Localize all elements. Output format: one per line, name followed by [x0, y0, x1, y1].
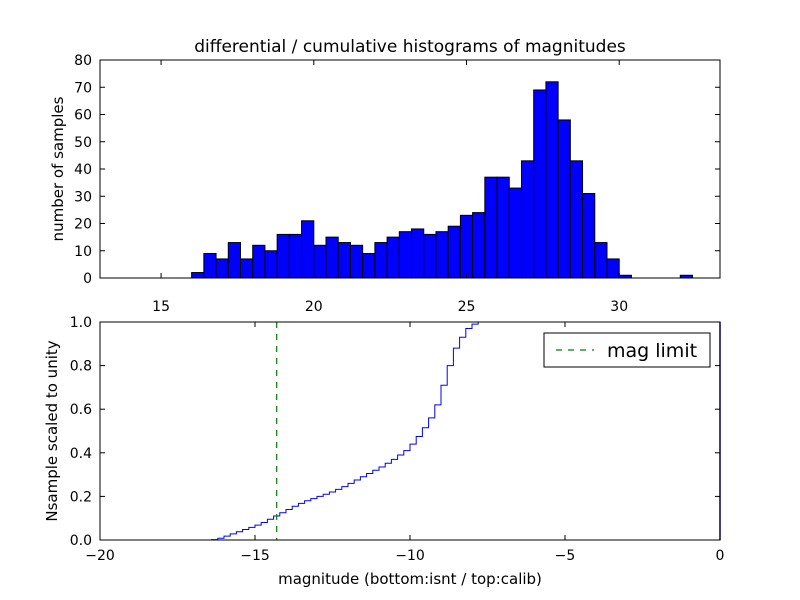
histogram-bar	[337, 242, 351, 279]
histogram-bar	[411, 228, 425, 279]
histogram-bar	[435, 231, 449, 279]
y-tick-label: 10	[74, 244, 92, 260]
histogram-bar	[520, 160, 535, 279]
y-tick-label: 1.0	[70, 315, 92, 331]
x-tick-label: −10	[395, 548, 425, 564]
histogram-bar	[264, 250, 278, 279]
histogram-bar	[288, 233, 303, 279]
top-chart-title: differential / cumulative histograms of …	[194, 37, 626, 57]
histogram-bar	[313, 244, 327, 279]
histogram-bar	[496, 176, 510, 279]
histogram-bar	[582, 193, 596, 279]
histogram-bar	[594, 242, 608, 279]
histogram-bar	[203, 252, 217, 279]
histogram-bar	[533, 89, 547, 279]
histogram-bar	[508, 187, 522, 279]
histogram-bar	[545, 81, 559, 279]
y-tick-label: 40	[74, 162, 92, 178]
histogram-bar	[423, 233, 437, 279]
histogram-bar	[557, 119, 571, 279]
histogram-bar	[374, 242, 388, 279]
top-histogram-panel: differential / cumulative histograms of …	[49, 37, 721, 315]
top-y-axis-ticks: 0 10 20 30 40 50 60 70 80	[74, 53, 720, 287]
y-tick-label: 60	[74, 108, 92, 124]
bottom-x-axis-ticks: −20 −15 −10 −5 0	[85, 322, 724, 564]
x-tick-label: 25	[458, 299, 476, 315]
histogram-bar	[362, 252, 376, 279]
cumulative-step-line	[100, 321, 720, 541]
bottom-cumulative-panel: 0.0 0.2 0.4 0.6 0.8 1.0 −20 −15 −10 −5 0 magnitud…	[43, 315, 724, 588]
histogram-bar	[349, 244, 364, 279]
histogram-bar	[447, 225, 461, 279]
histogram-bar	[276, 233, 290, 279]
histogram-bar	[606, 258, 620, 279]
histogram-bar	[398, 231, 413, 279]
histogram-bar	[569, 160, 584, 279]
y-tick-label: 0	[83, 271, 92, 287]
bottom-x-axis-label: magnitude (bottom:isnt / top:calib)	[278, 570, 542, 588]
y-tick-label: 0.0	[70, 533, 92, 549]
bottom-plot-frame	[99, 321, 721, 541]
x-tick-label: 20	[305, 299, 323, 315]
y-tick-label: 0.6	[70, 402, 92, 418]
histogram-bar	[227, 242, 241, 279]
y-tick-label: 0.2	[70, 489, 92, 505]
histogram-bar	[472, 212, 486, 279]
bottom-y-axis-ticks: 0.0 0.2 0.4 0.6 0.8 1.0	[70, 315, 720, 549]
y-tick-label: 0.8	[70, 359, 92, 375]
histogram-bar	[484, 176, 498, 279]
histogram-bar	[239, 258, 254, 279]
histogram-bar	[215, 258, 229, 279]
x-tick-label: 30	[610, 299, 628, 315]
histogram-bar	[386, 236, 400, 279]
x-tick-label: 15	[152, 299, 170, 315]
histogram-bar	[325, 236, 339, 279]
top-x-axis-ticks: 15 20 25 30	[152, 60, 628, 315]
histogram-bar	[252, 244, 266, 279]
top-histogram-bars	[191, 81, 694, 279]
x-tick-label: −5	[555, 548, 576, 564]
y-tick-label: 30	[74, 189, 92, 205]
x-tick-label: 0	[716, 548, 725, 564]
y-tick-label: 70	[74, 80, 92, 96]
histogram-bar	[301, 220, 315, 279]
y-tick-label: 20	[74, 217, 92, 233]
y-tick-label: 0.4	[70, 446, 92, 462]
x-tick-label: −15	[240, 548, 270, 564]
top-y-axis-label: number of samples	[49, 96, 67, 241]
y-tick-label: 50	[74, 135, 92, 151]
legend: mag limit	[543, 332, 711, 368]
y-tick-label: 80	[74, 53, 92, 69]
x-tick-label: −20	[85, 548, 115, 564]
legend-entry-mag-limit: mag limit	[607, 340, 697, 362]
top-plot-frame	[99, 59, 721, 279]
bottom-y-axis-label: Nsample scaled to unity	[43, 340, 61, 521]
histogram-bar	[459, 214, 474, 279]
histogram-bar	[191, 272, 205, 279]
